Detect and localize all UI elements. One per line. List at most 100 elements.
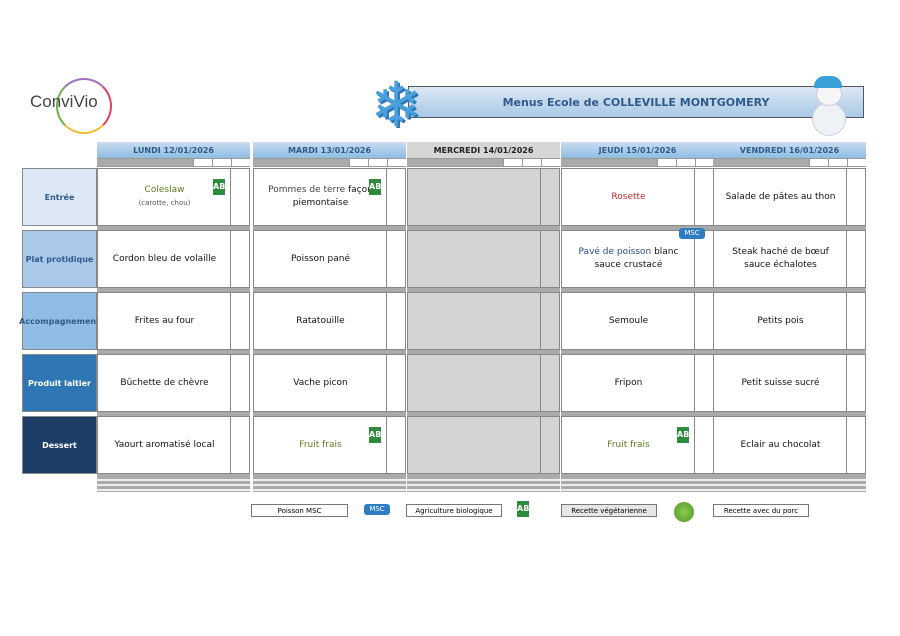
menu-cell: [407, 168, 560, 226]
dish-name: Pommes de terre façon piemontaise: [258, 169, 383, 225]
menu-cell: [407, 292, 560, 350]
menu-cell: Steak haché de bœuf sauce échalotes: [713, 230, 866, 288]
menu-cell: Fruit frais AB: [561, 416, 714, 474]
ab-bio-icon: AB: [213, 179, 225, 195]
dish-name: Eclair au chocolat: [718, 417, 843, 473]
legend-veg: Recette végétarienne: [561, 504, 657, 517]
dish-name: Petit suisse sucré: [718, 355, 843, 411]
legend-pork: Recette avec du porc: [713, 504, 809, 517]
dish-name: Semoule: [566, 293, 691, 349]
ab-bio-icon: AB: [517, 501, 529, 517]
menu-cell: Bûchette de chèvre: [97, 354, 250, 412]
row-separator: [561, 288, 714, 292]
dish-text: Steak haché de bœuf sauce échalotes: [732, 247, 829, 270]
row-separator: [561, 412, 714, 416]
menu-cell: Semoule: [561, 292, 714, 350]
logo-ring-icon: [56, 78, 112, 134]
row-separator: [713, 288, 866, 292]
row-separator: [253, 226, 406, 230]
row-separator: [561, 350, 714, 354]
day-subheader: [407, 158, 560, 167]
msc-icon: MSC: [679, 228, 705, 239]
category-label: Accompagnement: [19, 292, 100, 350]
dish-text: Eclair au chocolat: [740, 439, 821, 450]
footer-stripes: [97, 476, 250, 492]
menu-cell: Cordon bleu de volaille: [97, 230, 250, 288]
dish-text: Coleslaw: [144, 185, 185, 195]
menu-cell: [407, 354, 560, 412]
dish-name: Yaourt aromatisé local: [102, 417, 227, 473]
dish-name: Bûchette de chèvre: [102, 355, 227, 411]
dish-name: Fruit frais: [258, 417, 383, 473]
dish-text: Fruit frais: [299, 439, 342, 450]
footer-stripes: [561, 476, 714, 492]
footer-stripes: [253, 476, 406, 492]
category-label: Dessert: [22, 416, 97, 474]
vegetarian-icon: [674, 502, 694, 522]
dish-text: Yaourt aromatisé local: [114, 439, 215, 450]
menu-cell: [407, 416, 560, 474]
dish-text: Fruit frais: [607, 439, 650, 450]
menu-cell: Yaourt aromatisé local: [97, 416, 250, 474]
convivio-logo: ConviVio: [26, 78, 116, 134]
dish-text: Ratatouille: [296, 315, 345, 326]
dish-name: Rosette: [566, 169, 691, 225]
row-separator: [407, 226, 560, 230]
day-header: VENDREDI 16/01/2026: [713, 142, 866, 158]
menu-cell: Poisson pané: [253, 230, 406, 288]
row-separator: [97, 288, 250, 292]
day-subheader: [713, 158, 866, 167]
day-header: LUNDI 12/01/2026: [97, 142, 250, 158]
row-separator: [97, 412, 250, 416]
dish-name: Ratatouille: [258, 293, 383, 349]
legend-msc: Poisson MSC: [251, 504, 348, 517]
dish-text: Salade de pâtes au thon: [725, 191, 836, 202]
row-separator: [407, 350, 560, 354]
dish-name: Steak haché de bœuf sauce échalotes: [718, 231, 843, 287]
dish-name: Cordon bleu de volaille: [102, 231, 227, 287]
category-label: Entrée: [22, 168, 97, 226]
msc-icon: MSC: [364, 504, 390, 515]
dish-text: blanc sauce crustacé: [594, 247, 679, 270]
dish-text: Fripon: [614, 377, 643, 388]
category-label: Plat protidique: [22, 230, 97, 288]
dish-text: Cordon bleu de volaille: [112, 253, 217, 264]
day-header: JEUDI 15/01/2026: [561, 142, 714, 158]
menu-cell: Petits pois: [713, 292, 866, 350]
menu-cell: Fripon: [561, 354, 714, 412]
dish-text: Frites au four: [134, 315, 195, 326]
ab-bio-icon: AB: [369, 179, 381, 195]
day-subheader: [253, 158, 406, 167]
dish-name: Coleslaw (carotte, chou): [102, 169, 227, 225]
row-separator: [253, 412, 406, 416]
day-subheader: [97, 158, 250, 167]
snowflake-icon: ❄: [370, 68, 422, 141]
day-subheader: [561, 158, 714, 167]
menu-cell: Frites au four: [97, 292, 250, 350]
logo-text: ConviVio: [30, 92, 98, 111]
dish-text: Petits pois: [757, 315, 804, 326]
menu-cell: Vache picon: [253, 354, 406, 412]
day-header: MARDI 13/01/2026: [253, 142, 406, 158]
dish-text: Vache picon: [293, 377, 348, 388]
menu-cell: Fruit frais AB: [253, 416, 406, 474]
menu-cell: Coleslaw (carotte, chou) AB: [97, 168, 250, 226]
dish-name: Poisson pané: [258, 231, 383, 287]
dish-name: Frites au four: [102, 293, 227, 349]
dish-text: Pommes de terre: [268, 185, 348, 195]
dish-name: Pavé de poisson blanc sauce crustacé: [566, 231, 691, 287]
menu-cell: Eclair au chocolat: [713, 416, 866, 474]
legend-bio-label: Agriculture biologique: [415, 506, 493, 515]
menu-cell: Rosette: [561, 168, 714, 226]
dish-note: (carotte, chou): [138, 199, 191, 207]
dish-name: Fruit frais: [566, 417, 691, 473]
menu-cell: Pavé de poisson blanc sauce crustacé MSC: [561, 228, 714, 288]
dish-text: Semoule: [608, 315, 649, 326]
legend-veg-label: Recette végétarienne: [571, 506, 647, 515]
legend-bio: Agriculture biologique: [406, 504, 502, 517]
row-separator: [713, 226, 866, 230]
legend-pork-label: Recette avec du porc: [723, 506, 799, 515]
menu-cell: [407, 230, 560, 288]
row-separator: [253, 350, 406, 354]
